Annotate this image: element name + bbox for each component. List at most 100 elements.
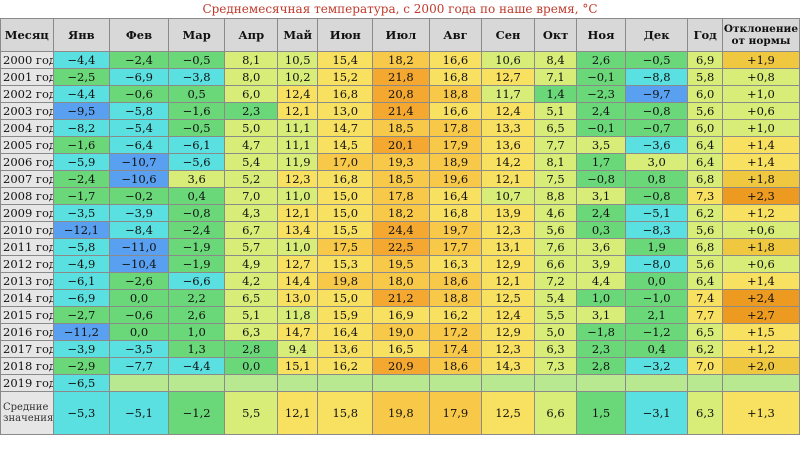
temperature-cell: 5,2 <box>224 170 279 188</box>
average-cell: −5,3 <box>52 391 111 435</box>
temperature-cell: 18,8 <box>428 85 483 103</box>
temperature-cell: 17,9 <box>428 136 483 154</box>
temperature-cell: 3,9 <box>576 255 626 273</box>
temperature-cell: 8,1 <box>224 51 279 69</box>
averages-label: Средние значения <box>0 391 54 435</box>
deviation-cell: +1,8 <box>721 170 800 188</box>
average-cell: −3,1 <box>624 391 689 435</box>
temperature-cell: 2,1 <box>624 306 689 324</box>
header-cell: Авг <box>428 18 483 52</box>
temperature-cell: 0,0 <box>624 272 689 290</box>
temperature-cell: 12,7 <box>277 255 319 273</box>
header-cell: Год <box>687 18 723 52</box>
deviation-cell: +0,8 <box>721 68 800 86</box>
temperature-cell: 10,7 <box>481 187 535 205</box>
temperature-cell: 1,0 <box>576 289 626 307</box>
temperature-cell: −0,5 <box>167 51 226 69</box>
temperature-cell: 15,2 <box>317 68 374 86</box>
row-year-label: 2010 год <box>0 221 54 239</box>
averages-row: Средние значения −5,3 −5,1 −1,2 5,5 12,1 15,8 1… <box>0 391 800 435</box>
temperature-cell: 18,0 <box>372 272 430 290</box>
temperature-cell <box>224 374 279 392</box>
row-year-label: 2007 год <box>0 170 54 188</box>
year-avg-cell: 6,4 <box>687 136 723 154</box>
header-cell: Ноя <box>576 18 626 52</box>
temperature-cell: 14,7 <box>277 323 319 341</box>
average-cell: 17,9 <box>428 391 483 435</box>
temperature-cell: −0,7 <box>624 119 689 137</box>
temperature-cell: −0,8 <box>576 170 626 188</box>
header-cell: Апр <box>224 18 279 52</box>
row-year-label: 2009 год <box>0 204 54 222</box>
temperature-cell: −0,1 <box>576 119 626 137</box>
table-row: 2006 год −5,9 −10,7 −5,6 5,4 11,9 17,0 19,3 18,9… <box>0 153 800 171</box>
deviation-cell: +0,6 <box>721 102 800 120</box>
temperature-cell: −6,4 <box>109 136 169 154</box>
temperature-cell: 1,4 <box>533 85 578 103</box>
temperature-cell <box>167 374 226 392</box>
temperature-cell: −6,6 <box>167 272 226 290</box>
temperature-cell: 8,4 <box>533 51 578 69</box>
temperature-cell: 16,2 <box>428 306 483 324</box>
temperature-cell: 18,5 <box>372 170 430 188</box>
temperature-cell: −0,5 <box>624 51 689 69</box>
temperature-cell: −2,4 <box>52 170 111 188</box>
year-avg-cell: 7,3 <box>687 187 723 205</box>
temperature-cell: 21,8 <box>372 68 430 86</box>
temperature-cell: −5,4 <box>109 119 169 137</box>
row-year-label: 2011 год <box>0 238 54 256</box>
temperature-cell: 17,2 <box>428 323 483 341</box>
temperature-cell: 0,3 <box>576 221 626 239</box>
temperature-cell: −5,6 <box>167 153 226 171</box>
temperature-cell: 13,3 <box>481 119 535 137</box>
temperature-cell: −2,6 <box>109 272 169 290</box>
temperature-cell: 14,3 <box>481 357 535 375</box>
temperature-cell: 4,4 <box>576 272 626 290</box>
temperature-cell: 14,2 <box>481 153 535 171</box>
temperature-cell: −6,1 <box>167 136 226 154</box>
temperature-cell: 16,4 <box>428 187 483 205</box>
temperature-cell: 1,3 <box>167 340 226 358</box>
temperature-cell: −8,2 <box>52 119 111 137</box>
deviation-cell: +2,7 <box>721 306 800 324</box>
deviation-cell: +1,9 <box>721 51 800 69</box>
temperature-cell: 15,1 <box>277 357 319 375</box>
temperature-cell: −0,2 <box>109 187 169 205</box>
temperature-cell: 16,8 <box>317 170 374 188</box>
temperature-cell: −3,5 <box>52 204 111 222</box>
year-avg-cell: 7,4 <box>687 289 723 307</box>
temperature-cell: 4,6 <box>533 204 578 222</box>
temperature-cell <box>428 374 483 392</box>
temperature-cell: −0,1 <box>576 68 626 86</box>
year-avg-cell: 6,4 <box>687 153 723 171</box>
temperature-cell: 5,1 <box>224 306 279 324</box>
row-year-label: 2006 год <box>0 153 54 171</box>
temperature-cell: 8,0 <box>224 68 279 86</box>
temperature-cell: 2,3 <box>224 102 279 120</box>
temperature-cell: 15,0 <box>317 204 374 222</box>
temperature-cell: −5,8 <box>52 238 111 256</box>
temperature-cell: −1,2 <box>624 323 689 341</box>
deviation-cell: +0,6 <box>721 221 800 239</box>
temperature-cell: 17,0 <box>317 153 374 171</box>
temperature-cell: 15,9 <box>317 306 374 324</box>
temperature-cell <box>109 374 169 392</box>
temperature-cell: 11,1 <box>277 119 319 137</box>
temperature-cell: 2,6 <box>167 306 226 324</box>
table-row: 2009 год −3,5 −3,9 −0,8 4,3 12,1 15,0 18,2 16,8 1… <box>0 204 800 222</box>
temperature-cell: 7,7 <box>533 136 578 154</box>
temperature-cell: 12,1 <box>277 204 319 222</box>
table-row: 2012 год −4,9 −10,4 −1,9 4,9 12,7 15,3 19,5 16,3… <box>0 255 800 273</box>
table-row: 2015 год −2,7 −0,6 2,6 5,1 11,8 15,9 16,9 16,2 12… <box>0 306 800 324</box>
temperature-cell: 8,1 <box>533 153 578 171</box>
temperature-cell: −11,2 <box>52 323 111 341</box>
deviation-cell: +1,0 <box>721 119 800 137</box>
temperature-cell: 19,0 <box>372 323 430 341</box>
temperature-cell: 17,8 <box>372 187 430 205</box>
temperature-cell: −1,6 <box>52 136 111 154</box>
temperature-cell: 10,6 <box>481 51 535 69</box>
table-row: 2005 год −1,6 −6,4 −6,1 4,7 11,1 14,5 20,1 17,9 1… <box>0 136 800 154</box>
temperature-cell: 4,2 <box>224 272 279 290</box>
temperature-cell: 13,4 <box>277 221 319 239</box>
temperature-cell: −2,3 <box>576 85 626 103</box>
